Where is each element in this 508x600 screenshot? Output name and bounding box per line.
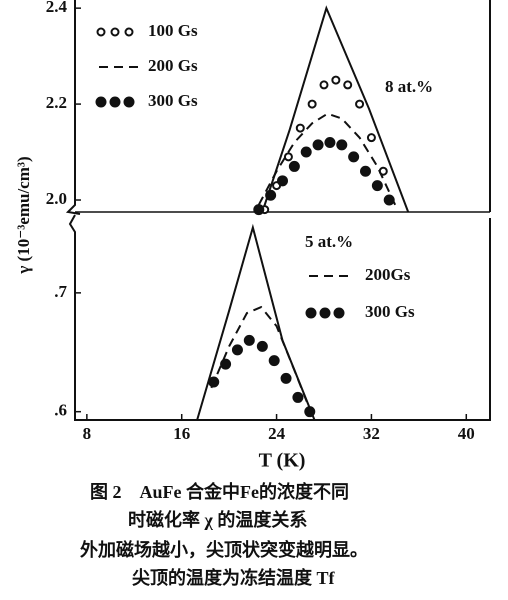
marker	[307, 99, 317, 109]
legend-swatch	[109, 96, 121, 108]
marker	[319, 80, 329, 90]
x-tick-label: 16	[173, 424, 190, 443]
marker	[383, 194, 395, 206]
x-axis-label: T (K)	[259, 450, 306, 472]
marker	[231, 344, 243, 356]
marker	[295, 123, 305, 133]
legend-swatch	[305, 307, 317, 319]
frame	[65, 0, 491, 421]
marker	[268, 355, 280, 367]
y-tick-label: 2.4	[46, 0, 68, 16]
marker	[366, 133, 376, 143]
caption: 尖顶的温度为冻结温度 Tf	[132, 567, 336, 588]
marker	[343, 80, 353, 90]
caption: 外加磁场越小，尖顶状突变越明显。	[80, 539, 368, 560]
legend-swatch	[123, 96, 135, 108]
y-tick-label: 2.2	[46, 93, 67, 112]
marker	[360, 165, 371, 177]
annotation: 8 at.%	[385, 77, 433, 96]
marker	[280, 372, 292, 384]
marker	[292, 391, 304, 403]
legend-label: 200Gs	[365, 265, 411, 284]
legend-label: 200 Gs	[148, 56, 198, 75]
marker	[277, 175, 288, 187]
marker	[336, 139, 348, 151]
marker	[304, 406, 316, 418]
x-tick-label: 24	[268, 424, 286, 443]
marker	[256, 340, 268, 352]
marker	[220, 358, 232, 370]
marker	[348, 151, 360, 163]
marker	[253, 204, 265, 216]
series-line	[210, 305, 314, 416]
legend-swatch	[96, 27, 106, 37]
legend-swatch	[110, 27, 120, 37]
y-tick-label: 2.0	[46, 189, 67, 208]
marker	[331, 75, 341, 85]
x-tick-label: 32	[363, 424, 380, 443]
marker	[288, 160, 300, 172]
y-tick-label: .6	[54, 401, 67, 420]
legend-label: 100 Gs	[148, 21, 198, 40]
legend-label: 300 Gs	[365, 302, 415, 321]
legend-swatch	[124, 27, 134, 37]
marker	[371, 180, 383, 192]
legend-label: 300 Gs	[148, 91, 198, 110]
marker	[283, 152, 293, 162]
legend-swatch	[95, 96, 107, 108]
marker	[312, 139, 324, 151]
caption: 时磁化率 χ 的温度关系	[128, 509, 307, 530]
caption: 图 2 AuFe 合金中Fe的浓度不同	[90, 481, 349, 502]
marker	[300, 146, 312, 158]
series-line	[257, 112, 397, 206]
marker	[324, 136, 336, 148]
marker	[243, 334, 255, 346]
legend-swatch	[319, 307, 331, 319]
x-tick-label: 8	[83, 424, 92, 443]
marker	[355, 99, 365, 109]
series-line	[196, 223, 316, 421]
marker	[208, 376, 220, 388]
y-axis-label: γ (10⁻³emu/cm³)	[14, 156, 33, 274]
marker	[265, 189, 277, 201]
x-tick-label: 40	[458, 424, 475, 443]
legend-swatch	[333, 307, 345, 319]
series-line	[261, 5, 410, 213]
annotation: 5 at.%	[305, 232, 353, 251]
y-tick-label: .7	[54, 282, 67, 301]
